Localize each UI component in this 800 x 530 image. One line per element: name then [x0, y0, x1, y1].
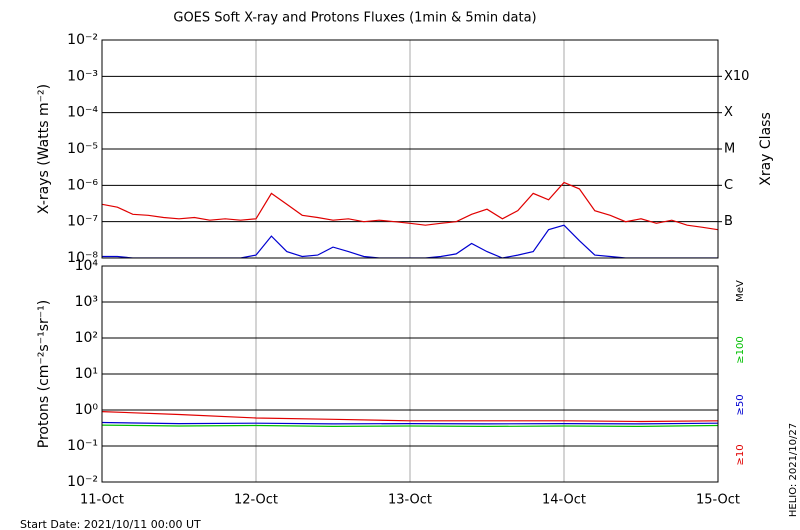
- class-label: X: [724, 105, 733, 120]
- series-line: [102, 424, 718, 428]
- y-axis-label: X-rays (Watts m⁻²): [36, 84, 52, 214]
- plot-frame: [101, 39, 719, 259]
- y-tick-label: 10⁻⁷: [67, 214, 98, 230]
- y-tick-label: 10⁻⁶: [67, 177, 98, 193]
- y-tick-label: 10⁻¹: [67, 438, 98, 454]
- x-tick-label: 13-Oct: [388, 493, 432, 508]
- plot-frame: [101, 265, 719, 483]
- y2-axis-label: Xray Class: [758, 112, 774, 186]
- class-label: X10: [724, 69, 749, 84]
- class-label: M: [724, 142, 735, 157]
- x-tick-label: 14-Oct: [542, 493, 586, 508]
- y-tick-label: 10⁰: [75, 402, 99, 418]
- y-tick-label: 10³: [75, 294, 98, 310]
- y-tick-label: 10²: [75, 330, 98, 346]
- legend-entry: ≥10: [735, 444, 746, 465]
- credit: HELIO: 2021/10/27: [788, 423, 799, 517]
- y-tick-label: 10¹: [75, 366, 98, 382]
- y-tick-label: 10⁻⁸: [67, 250, 98, 266]
- y-tick-label: 10⁻²: [67, 474, 98, 490]
- y-tick-label: 10⁻³: [67, 68, 98, 84]
- start-date: Start Date: 2021/10/11 00:00 UT: [20, 518, 201, 530]
- series-line: [102, 411, 718, 423]
- unit-label: MeV: [735, 280, 746, 302]
- y-axis-label: Protons (cm⁻²s⁻¹sr⁻¹): [36, 300, 52, 449]
- chart-title: GOES Soft X-ray and Protons Fluxes (1min…: [173, 11, 536, 26]
- series-line: [102, 224, 718, 258]
- y-tick-label: 10⁻⁵: [67, 141, 98, 157]
- x-tick-label: 15-Oct: [696, 493, 740, 508]
- legend-entry: ≥50: [735, 394, 746, 415]
- y-tick-label: 10⁴: [75, 258, 99, 274]
- x-tick-label: 12-Oct: [234, 493, 278, 508]
- series-line: [102, 181, 718, 231]
- x-tick-label: 11-Oct: [80, 493, 124, 508]
- legend-entry: ≥100: [735, 336, 746, 363]
- y-tick-label: 10⁻²: [67, 32, 98, 48]
- y-tick-label: 10⁻⁴: [67, 105, 98, 121]
- class-label: B: [724, 214, 733, 229]
- series-line: [102, 421, 718, 425]
- class-label: C: [724, 178, 733, 193]
